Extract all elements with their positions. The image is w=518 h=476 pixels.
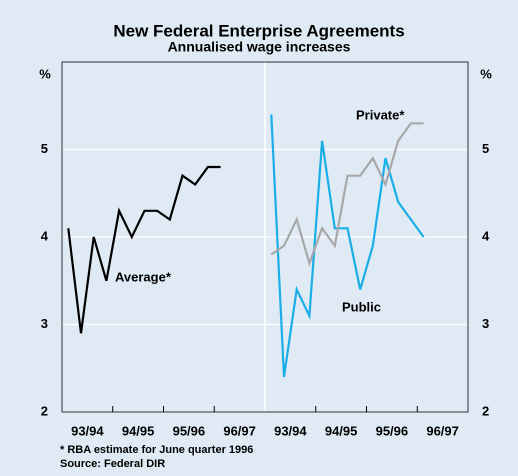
x-tick-label: 96/97: [426, 423, 459, 438]
y-tick-label: 4: [41, 228, 49, 243]
x-tick-label: 94/95: [325, 423, 358, 438]
x-tick-label: 93/94: [71, 423, 104, 438]
y-tick-label: 2: [482, 403, 489, 418]
y-axis-label: %: [480, 66, 492, 81]
y-tick-label: 4: [482, 228, 490, 243]
x-tick-label: 96/97: [223, 423, 256, 438]
y-tick-label: 5: [482, 141, 489, 156]
series-label: Public: [342, 299, 381, 314]
chart-title: New Federal Enterprise Agreements: [113, 21, 404, 40]
footnote: * RBA estimate for June quarter 1996: [60, 444, 253, 456]
y-tick-label: 3: [41, 316, 48, 331]
chart-subtitle: Annualised wage increases: [168, 39, 351, 55]
x-tick-label: 94/95: [122, 423, 155, 438]
x-tick-label: 93/94: [274, 423, 307, 438]
y-axis-label: %: [39, 66, 51, 81]
source: Source: Federal DIR: [60, 458, 165, 470]
series-label: Average*: [115, 269, 172, 284]
line: [67, 165, 221, 334]
line: [270, 122, 424, 267]
y-tick-label: 3: [482, 316, 489, 331]
plot-frame: [61, 61, 469, 413]
x-tick-label: 95/96: [173, 423, 206, 438]
series-label: Private*: [356, 107, 405, 122]
y-tick-label: 2: [41, 403, 48, 418]
line: [270, 114, 425, 378]
y-tick-label: 5: [41, 141, 48, 156]
x-tick-label: 95/96: [376, 423, 409, 438]
